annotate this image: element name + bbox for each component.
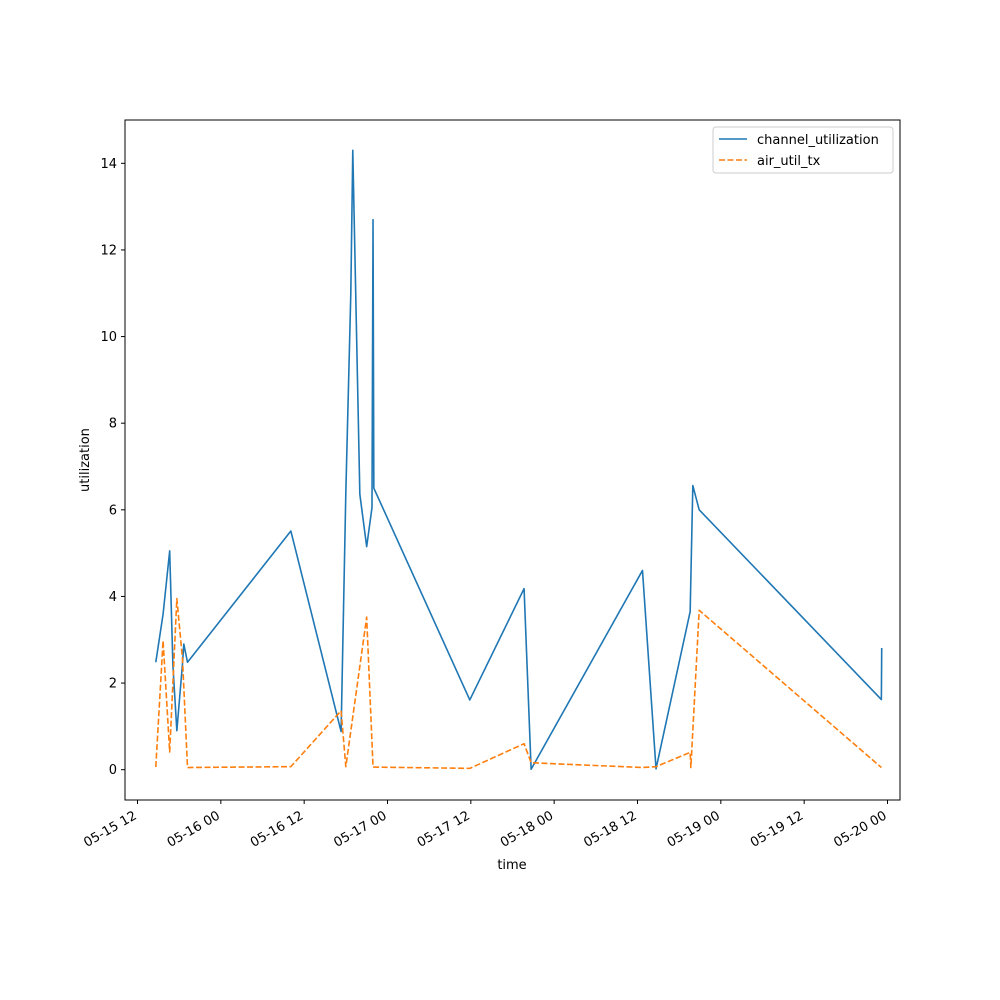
- legend-label-air-util-tx: air_util_tx: [757, 154, 821, 169]
- y-tick-label: 0: [109, 763, 117, 778]
- legend-label-channel-utilization: channel_utilization: [757, 133, 879, 148]
- series-line-air-util-tx: [154, 597, 882, 770]
- series-line-channel-utilization: [154, 149, 883, 771]
- legend: channel_utilization air_util_tx: [712, 126, 894, 174]
- series-layer: [154, 149, 883, 771]
- y-tick-label: 14: [100, 157, 117, 172]
- y-tick-label: 2: [109, 677, 117, 692]
- y-tick-label: 12: [100, 243, 117, 258]
- y-tick-label: 8: [109, 417, 117, 432]
- x-axis-label: time: [497, 858, 526, 873]
- y-axis-label: utilization: [78, 428, 93, 492]
- y-tick-label: 4: [109, 590, 117, 605]
- y-axis: 0 2 4 6 8 10 12 14: [100, 157, 125, 778]
- plot-area: [124, 119, 901, 801]
- axes-frame: [124, 119, 901, 801]
- legend-box: [712, 126, 894, 174]
- y-tick-label: 6: [109, 503, 117, 518]
- y-tick-label: 10: [100, 330, 117, 345]
